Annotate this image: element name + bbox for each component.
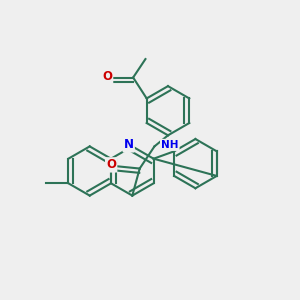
Text: NH: NH [161, 140, 178, 150]
Text: O: O [102, 70, 112, 83]
Text: N: N [124, 138, 134, 152]
Text: O: O [106, 158, 116, 171]
